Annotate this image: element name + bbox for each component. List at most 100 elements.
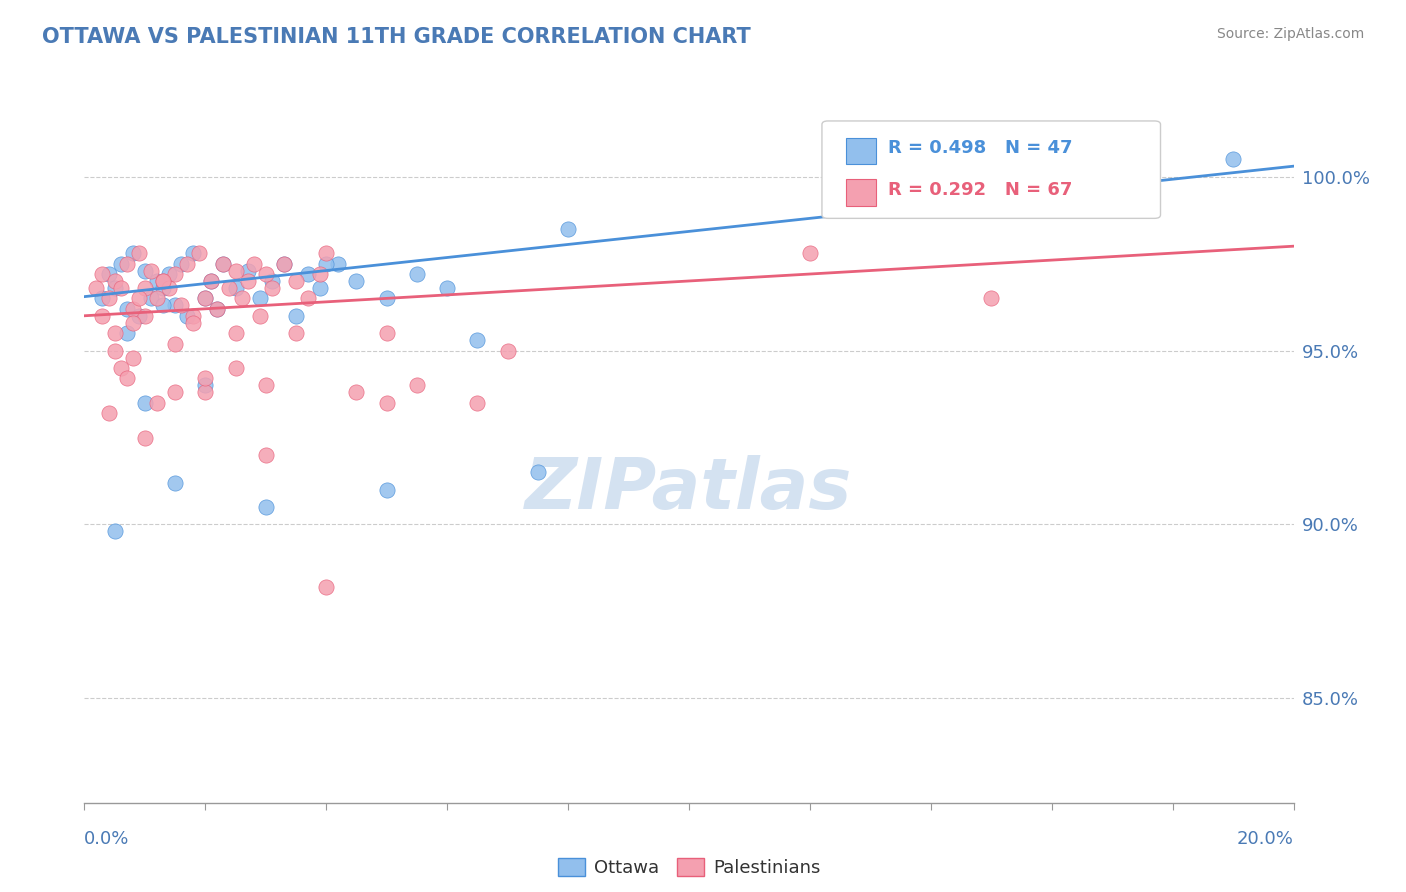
Point <box>165 298 187 312</box>
Point <box>315 246 337 260</box>
Point <box>236 274 259 288</box>
Point <box>375 292 398 306</box>
FancyBboxPatch shape <box>823 121 1160 219</box>
Point <box>467 396 489 410</box>
Point <box>110 257 132 271</box>
Point <box>170 257 193 271</box>
Point <box>128 246 150 260</box>
Point <box>170 298 193 312</box>
Point <box>242 257 264 271</box>
Point <box>406 267 429 281</box>
Point <box>285 274 308 288</box>
Point <box>152 298 174 312</box>
Point <box>225 361 247 376</box>
FancyBboxPatch shape <box>846 179 876 206</box>
Point <box>97 406 120 420</box>
Point <box>194 292 217 306</box>
Point <box>375 483 398 497</box>
Text: R = 0.292   N = 67: R = 0.292 N = 67 <box>889 180 1073 199</box>
Point <box>91 309 114 323</box>
Point <box>86 281 108 295</box>
Point <box>176 309 198 323</box>
Point <box>309 281 332 295</box>
Point <box>254 378 277 392</box>
Point <box>97 267 120 281</box>
Point <box>97 292 120 306</box>
Point <box>328 257 350 271</box>
Point <box>152 274 174 288</box>
Point <box>104 281 127 295</box>
Point <box>110 281 132 295</box>
Point <box>231 292 253 306</box>
Point <box>890 187 912 202</box>
Point <box>128 292 150 306</box>
Point <box>134 431 156 445</box>
Point <box>799 246 821 260</box>
Point <box>346 274 368 288</box>
Point <box>115 371 138 385</box>
Point <box>225 326 247 341</box>
Point <box>260 274 283 288</box>
Point <box>249 292 271 306</box>
Point <box>194 378 217 392</box>
Point <box>165 267 187 281</box>
Point <box>467 333 489 347</box>
Point <box>249 309 271 323</box>
Point <box>121 301 143 316</box>
Point <box>181 309 204 323</box>
Point <box>146 274 169 288</box>
Point <box>176 257 198 271</box>
Point <box>121 351 143 365</box>
Point <box>115 301 138 316</box>
Point <box>254 448 277 462</box>
Text: OTTAWA VS PALESTINIAN 11TH GRADE CORRELATION CHART: OTTAWA VS PALESTINIAN 11TH GRADE CORRELA… <box>42 27 751 46</box>
Point <box>91 267 114 281</box>
Point <box>139 263 162 277</box>
Point <box>104 274 127 288</box>
Point <box>200 274 222 288</box>
Point <box>980 292 1002 306</box>
Point <box>121 316 143 330</box>
Point <box>1222 153 1244 167</box>
Point <box>115 257 138 271</box>
Legend: Ottawa, Palestinians: Ottawa, Palestinians <box>550 850 828 884</box>
Point <box>375 326 398 341</box>
Point <box>165 385 187 400</box>
Point <box>207 301 229 316</box>
Point <box>139 292 162 306</box>
Point <box>194 292 217 306</box>
Point <box>128 309 150 323</box>
Point <box>134 309 156 323</box>
Point <box>134 396 156 410</box>
Point <box>181 316 204 330</box>
Point <box>121 246 143 260</box>
Point <box>165 475 187 490</box>
Point <box>157 281 180 295</box>
Point <box>181 246 204 260</box>
Point <box>557 222 579 236</box>
Point <box>152 274 174 288</box>
Point <box>91 292 114 306</box>
Point <box>496 343 519 358</box>
Point <box>309 267 332 281</box>
Point <box>134 281 156 295</box>
Text: 20.0%: 20.0% <box>1237 830 1294 847</box>
Point <box>194 371 217 385</box>
Point <box>285 326 308 341</box>
Point <box>134 263 156 277</box>
Point <box>346 385 368 400</box>
Text: 0.0%: 0.0% <box>84 830 129 847</box>
Point <box>254 500 277 515</box>
Point <box>406 378 429 392</box>
FancyBboxPatch shape <box>846 137 876 164</box>
Point <box>236 263 259 277</box>
Point <box>297 292 319 306</box>
Point <box>212 257 235 271</box>
Point <box>157 267 180 281</box>
Point <box>165 336 187 351</box>
Point <box>260 281 283 295</box>
Point <box>436 281 458 295</box>
Point <box>285 309 308 323</box>
Point <box>115 326 138 341</box>
Point <box>225 263 247 277</box>
